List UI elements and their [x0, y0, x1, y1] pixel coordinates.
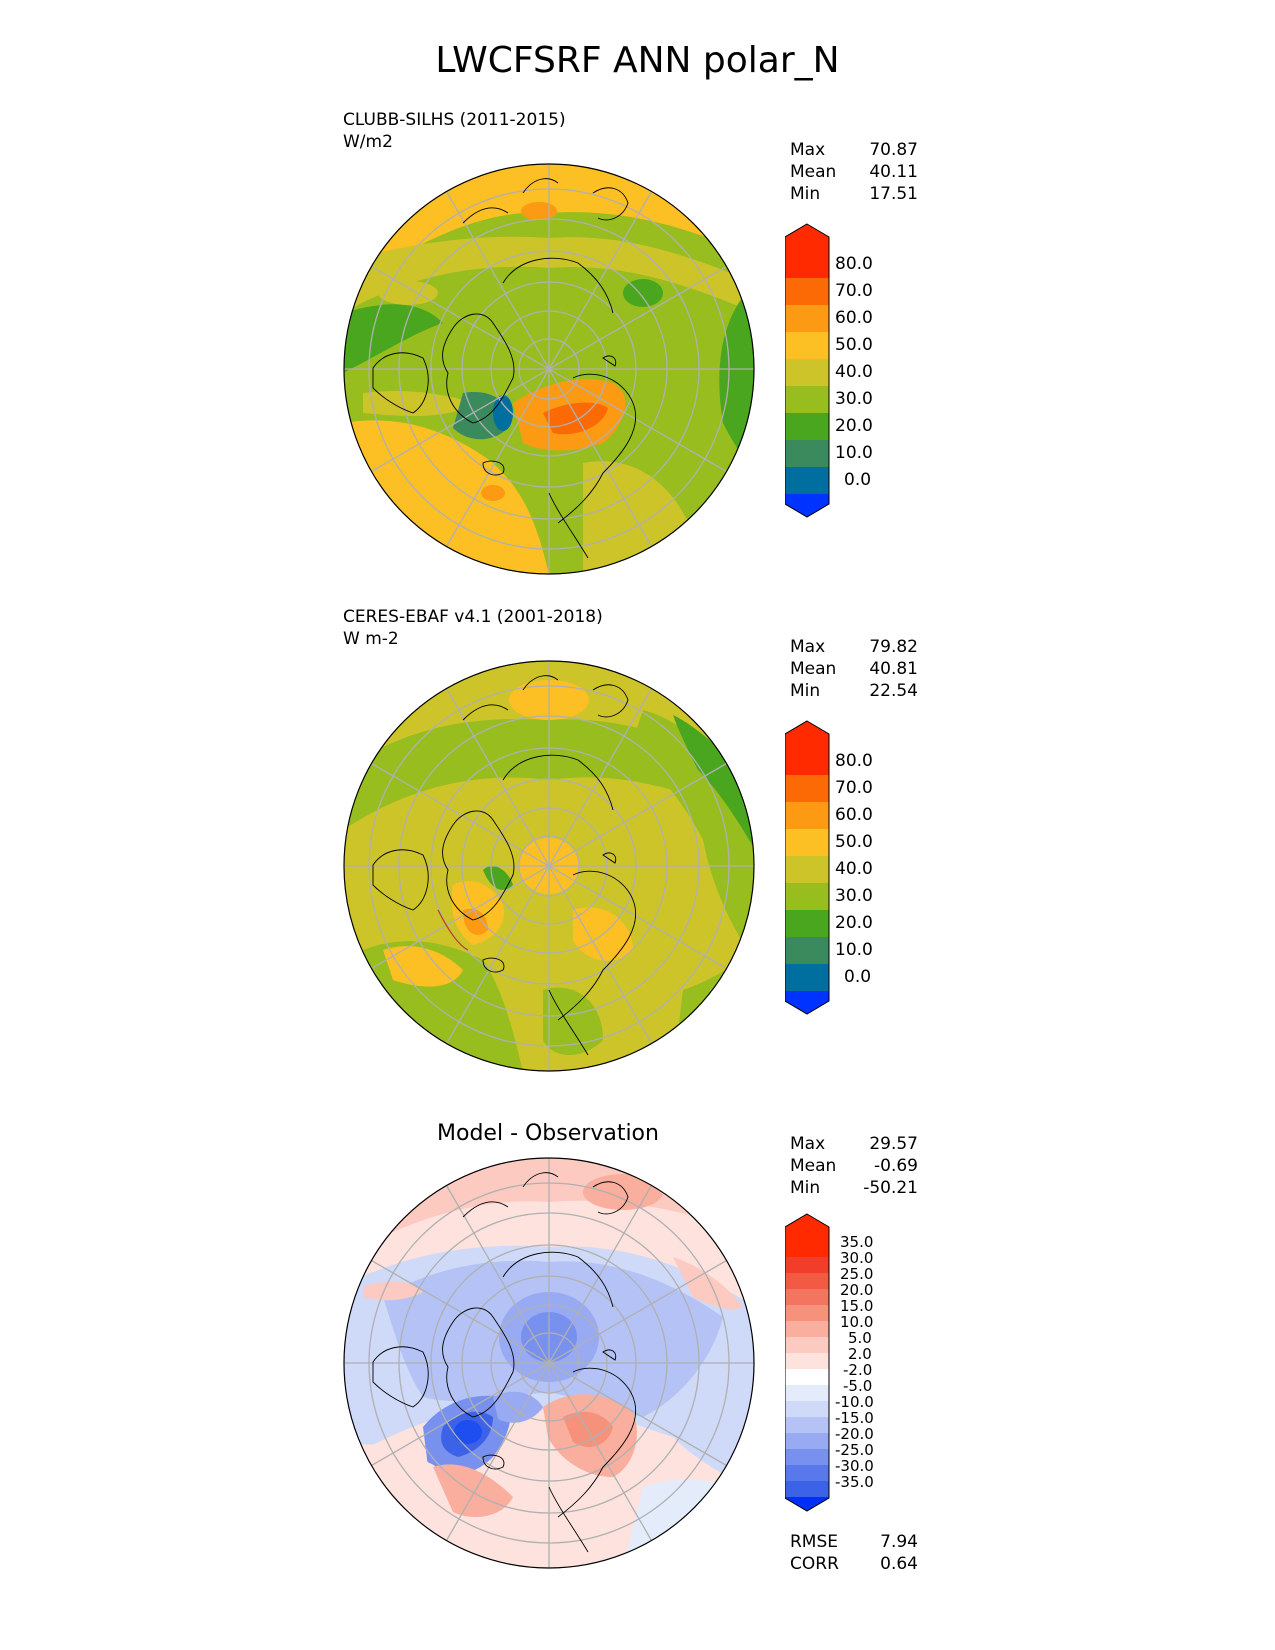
stat-min: Min 22.54	[790, 681, 918, 701]
colorbar-tick-label: -30.0	[835, 1457, 874, 1475]
stat-mean: Mean 40.81	[790, 659, 918, 679]
polar-map-model	[343, 163, 755, 575]
colorbar-tick-label: 30.0	[835, 389, 873, 409]
colorbar-tick-label: 50.0	[835, 335, 873, 355]
colorbar-model	[785, 223, 830, 518]
stat-mean: Mean -0.69	[790, 1156, 918, 1176]
colorbar-tick-label: 60.0	[835, 805, 873, 825]
colorbar-tick-label: 0.0	[844, 967, 872, 987]
colorbar-tick-label: -10.0	[835, 1393, 874, 1411]
colorbar-difference	[785, 1213, 830, 1512]
colorbar-tick-label: 40.0	[835, 859, 873, 879]
colorbar-tick-label: -25.0	[835, 1441, 874, 1459]
panel-obs-units: W m-2	[343, 629, 399, 649]
stat-max: Max 79.82	[790, 637, 918, 657]
panel-model-subtitle: CLUBB-SILHS (2011-2015) W/m2	[343, 109, 566, 153]
stat-min: Min 17.51	[790, 184, 918, 204]
panel-model-stats: Max 70.87 Mean 40.11 Min 17.51	[790, 139, 918, 205]
colorbar-tick-label: 70.0	[835, 778, 873, 798]
panel-obs-stats: Max 79.82 Mean 40.81 Min 22.54	[790, 636, 918, 702]
colorbar-tick-label: 20.0	[835, 913, 873, 933]
colorbar-tick-label: 35.0	[840, 1233, 874, 1251]
colorbar-tick-label: 10.0	[835, 443, 873, 463]
colorbar-tick-label: 10.0	[840, 1313, 874, 1331]
colorbar-tick-label: 80.0	[835, 254, 873, 274]
colorbar-tick-label: 30.0	[835, 886, 873, 906]
colorbar-tick-label: 80.0	[835, 751, 873, 771]
panel-diff-stats: Max 29.57 Mean -0.69 Min -50.21	[790, 1133, 918, 1199]
panel-model-units: W/m2	[343, 132, 393, 152]
panel-diff-metrics: RMSE 7.94 CORR 0.64	[790, 1531, 918, 1575]
colorbar-tick-label: 25.0	[840, 1265, 874, 1283]
colorbar-tick-label: -5.0	[843, 1377, 873, 1395]
stat-rmse: RMSE 7.94	[790, 1532, 918, 1552]
polar-map-difference	[343, 1157, 755, 1569]
panel-obs-source-name: CERES-EBAF v4.1 (2001-2018)	[343, 607, 603, 627]
colorbar-tick-label: 70.0	[835, 281, 873, 301]
colorbar-tick-label: 5.0	[848, 1329, 872, 1347]
colorbar-tick-label: 0.0	[844, 470, 872, 490]
colorbar-tick-label: 30.0	[840, 1249, 874, 1267]
panel-diff-title: Model - Observation	[437, 1121, 659, 1146]
stat-max: Max 70.87	[790, 140, 918, 160]
polar-map-observation	[343, 660, 755, 1072]
colorbar-tick-label: 20.0	[840, 1281, 874, 1299]
colorbar-tick-label: -35.0	[835, 1473, 874, 1491]
stat-corr: CORR 0.64	[790, 1554, 918, 1574]
colorbar-tick-label: 40.0	[835, 362, 873, 382]
colorbar-tick-label: -20.0	[835, 1425, 874, 1443]
colorbar-tick-label: 60.0	[835, 308, 873, 328]
colorbar-tick-label: 15.0	[840, 1297, 874, 1315]
stat-max: Max 29.57	[790, 1134, 918, 1154]
colorbar-tick-label: 10.0	[835, 940, 873, 960]
colorbar-tick-label: 50.0	[835, 832, 873, 852]
colorbar-tick-label: -2.0	[843, 1361, 873, 1379]
panel-model-case-name: CLUBB-SILHS (2011-2015)	[343, 110, 566, 130]
stat-min: Min -50.21	[790, 1178, 918, 1198]
colorbar-tick-label: 20.0	[835, 416, 873, 436]
colorbar-observation	[785, 720, 830, 1015]
stat-mean: Mean 40.11	[790, 162, 918, 182]
colorbar-tick-label: 2.0	[848, 1345, 872, 1363]
panel-obs-subtitle: CERES-EBAF v4.1 (2001-2018) W m-2	[343, 606, 603, 650]
page-title: LWCFSRF ANN polar_N	[435, 40, 840, 81]
colorbar-tick-label: -15.0	[835, 1409, 874, 1427]
